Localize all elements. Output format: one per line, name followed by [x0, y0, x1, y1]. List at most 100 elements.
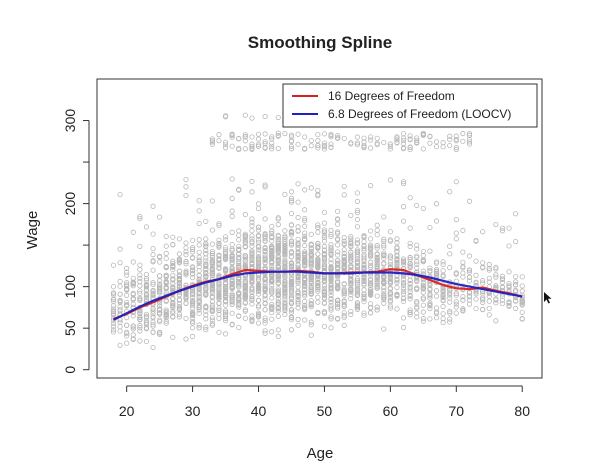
scatter-point — [183, 272, 189, 278]
scatter-point — [209, 139, 215, 145]
scatter-point — [341, 135, 347, 142]
scatter-point — [335, 135, 341, 141]
scatter-point — [157, 259, 163, 265]
scatter-point — [341, 235, 347, 241]
scatter-point — [229, 242, 235, 248]
scatter-point — [433, 315, 440, 321]
scatter-point — [216, 307, 222, 314]
scatter-point — [440, 272, 446, 278]
scatter-point — [308, 284, 314, 291]
scatter-point — [295, 274, 301, 280]
scatter-point — [137, 275, 143, 281]
scatter-point — [381, 326, 387, 332]
scatter-point — [328, 134, 334, 140]
scatter-point — [400, 315, 407, 321]
scatter-point — [137, 325, 143, 331]
scatter-point — [367, 310, 374, 316]
scatter-point — [137, 215, 143, 222]
scatter-point — [288, 294, 295, 301]
scatter-point — [282, 191, 288, 197]
scatter-point — [473, 238, 479, 244]
scatter-point — [170, 280, 176, 287]
scatter-point — [183, 249, 189, 255]
scatter-point — [315, 299, 321, 305]
scatter-point — [407, 243, 413, 250]
scatter-point — [262, 182, 268, 188]
scatter-point — [400, 131, 407, 137]
scatter-point — [117, 260, 123, 266]
scatter-point — [209, 290, 215, 296]
scatter-point — [262, 287, 268, 294]
scatter-point — [361, 310, 367, 316]
scatter-point — [387, 295, 393, 301]
scatter-point — [407, 281, 413, 287]
scatter-point — [150, 231, 156, 237]
scatter-point — [407, 240, 413, 246]
scatter-point — [348, 292, 354, 298]
scatter-point — [242, 138, 248, 144]
scatter-point — [295, 224, 301, 230]
scatter-point — [400, 258, 407, 264]
scatter-point — [255, 303, 262, 309]
scatter-point — [209, 298, 215, 305]
scatter-point — [440, 311, 446, 317]
scatter-point — [367, 264, 374, 271]
scatter-point — [163, 312, 169, 318]
scatter-point — [229, 134, 235, 140]
scatter-point — [130, 301, 136, 307]
scatter-point — [302, 251, 308, 257]
scatter-point — [275, 130, 281, 136]
scatter-point — [361, 287, 367, 293]
scatter-point — [367, 134, 374, 140]
scatter-point — [394, 139, 400, 145]
scatter-point — [341, 250, 347, 256]
scatter-point — [447, 308, 453, 314]
scatter-point — [242, 307, 248, 313]
scatter-point — [387, 305, 393, 311]
scatter-point — [275, 222, 281, 228]
scatter-point — [117, 307, 123, 313]
scatter-point — [480, 229, 486, 235]
scatter-point — [222, 145, 229, 151]
scatter-point — [163, 264, 169, 270]
scatter-point — [196, 260, 202, 266]
scatter-point — [255, 131, 262, 137]
scatter-point — [288, 134, 295, 140]
scatter-point — [189, 305, 196, 311]
scatter-point — [420, 205, 426, 212]
scatter-point — [302, 291, 308, 297]
scatter-point — [328, 251, 334, 258]
scatter-point — [275, 291, 281, 297]
scatter-point — [275, 216, 281, 222]
scatter-point — [249, 143, 255, 149]
scatter-point — [216, 293, 222, 300]
scatter-point — [381, 252, 387, 258]
scatter-point — [420, 268, 426, 274]
scatter-point — [275, 333, 281, 339]
scatter-point — [315, 281, 321, 287]
scatter-point — [157, 254, 163, 260]
scatter-point — [176, 314, 183, 320]
scatter-point — [209, 250, 215, 257]
scatter-point — [486, 261, 492, 268]
scatter-point — [308, 319, 314, 325]
scatter-point — [150, 281, 156, 288]
scatter-point — [150, 288, 156, 294]
scatter-point — [354, 216, 361, 223]
scatter-point — [328, 264, 334, 270]
scatter-point — [414, 259, 420, 265]
scatter-point — [400, 135, 407, 141]
scatter-point — [222, 315, 229, 321]
scatter-point — [414, 300, 420, 306]
scatter-point — [302, 279, 308, 286]
scatter-point — [335, 279, 341, 286]
scatter-point — [480, 295, 486, 301]
scatter-point — [269, 134, 275, 140]
scatter-point — [262, 330, 268, 336]
scatter-point — [203, 271, 209, 277]
scatter-point — [183, 240, 189, 246]
scatter-point — [486, 279, 492, 285]
scatter-point — [249, 240, 255, 246]
scatter-point — [381, 244, 387, 250]
scatter-point — [328, 231, 334, 237]
